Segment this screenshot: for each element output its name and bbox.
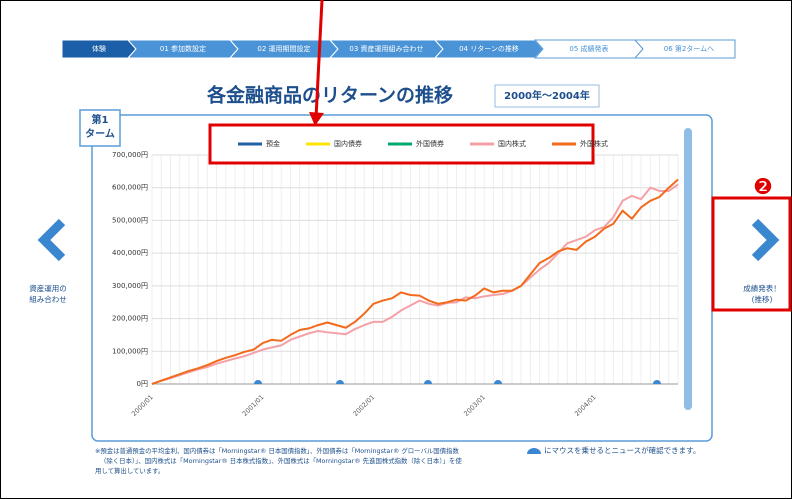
annotation-arrow	[314, 0, 324, 119]
step-label[interactable]: 02 運用期間設定	[257, 44, 310, 53]
period: 2000年～2004年	[504, 89, 590, 102]
legend-label[interactable]: 国内債券	[334, 139, 362, 148]
y-tick-label: 700,000円	[112, 151, 148, 159]
y-tick-label: 0円	[137, 380, 148, 388]
legend: 預金 国内債券 外国債券 国内株式 外国株式	[238, 139, 608, 148]
news-marker[interactable]	[494, 380, 502, 384]
y-tick-label: 100,000円	[112, 347, 148, 355]
footnote: 用して算出しています。	[95, 466, 164, 475]
annotation-number: ❷	[753, 175, 773, 200]
footnote: （除く日本）」、国内株式は「Morningstar® 日本株式指数」、外国株式は…	[100, 456, 462, 465]
page-title: 各金融商品のリターンの推移	[206, 84, 453, 107]
next-label[interactable]: (推移)	[752, 294, 773, 304]
y-tick-label: 300,000円	[112, 282, 148, 290]
term-tab	[79, 109, 121, 147]
y-tick-label: 200,000円	[112, 315, 148, 323]
news-markers	[254, 380, 661, 384]
annotation-arrowhead	[309, 112, 324, 126]
term-label: 第1	[92, 113, 109, 126]
term-label: ターム	[85, 128, 115, 140]
legend-label[interactable]: 外国株式	[580, 139, 608, 148]
step-label[interactable]: 01 参加数設定	[160, 44, 206, 53]
news-marker[interactable]	[254, 380, 262, 384]
news-icon	[527, 448, 541, 454]
news-marker[interactable]	[424, 380, 432, 384]
step-label[interactable]: 04 リターンの推移	[459, 44, 519, 53]
next-arrow[interactable]	[751, 218, 780, 262]
step-label[interactable]: 体験	[92, 44, 106, 53]
step-nav: 体験 01 参加数設定 02 運用期間設定 03 資産運用組み合わせ 04 リターンの推…	[61, 39, 736, 59]
footnote: ※預金は普通預金の平均金利、国内債券は「Morningstar® 日本国債指数」…	[95, 446, 459, 455]
scrollbar[interactable]	[684, 128, 692, 410]
step-label[interactable]: 06 第2タームへ	[664, 44, 714, 53]
legend-label[interactable]: 国内株式	[498, 139, 526, 148]
legend-label[interactable]: 外国債券	[416, 139, 444, 148]
y-tick-label: 600,000円	[112, 184, 148, 192]
step-label[interactable]: 03 資産運用組み合わせ	[349, 44, 423, 53]
prev-label[interactable]: 組み合わせ	[29, 294, 67, 304]
prev-arrow[interactable]	[37, 218, 66, 262]
period-box	[494, 84, 600, 108]
step[interactable]	[633, 39, 736, 59]
series-line	[151, 178, 679, 385]
legend-label[interactable]: 預金	[266, 139, 280, 148]
series-line	[151, 183, 679, 385]
hover-hint: にマウスを乗せるとニュースが確認できます。	[544, 445, 700, 455]
step-label[interactable]: 05 成績発表	[569, 44, 608, 53]
prev-label[interactable]: 資産運用の	[29, 283, 67, 293]
y-tick-label: 500,000円	[112, 216, 148, 224]
news-marker[interactable]	[653, 380, 661, 384]
next-label[interactable]: 成績発表！	[743, 283, 781, 293]
news-marker[interactable]	[336, 380, 344, 384]
next-highlight	[711, 196, 792, 312]
y-tick-label: 400,000円	[112, 249, 148, 257]
